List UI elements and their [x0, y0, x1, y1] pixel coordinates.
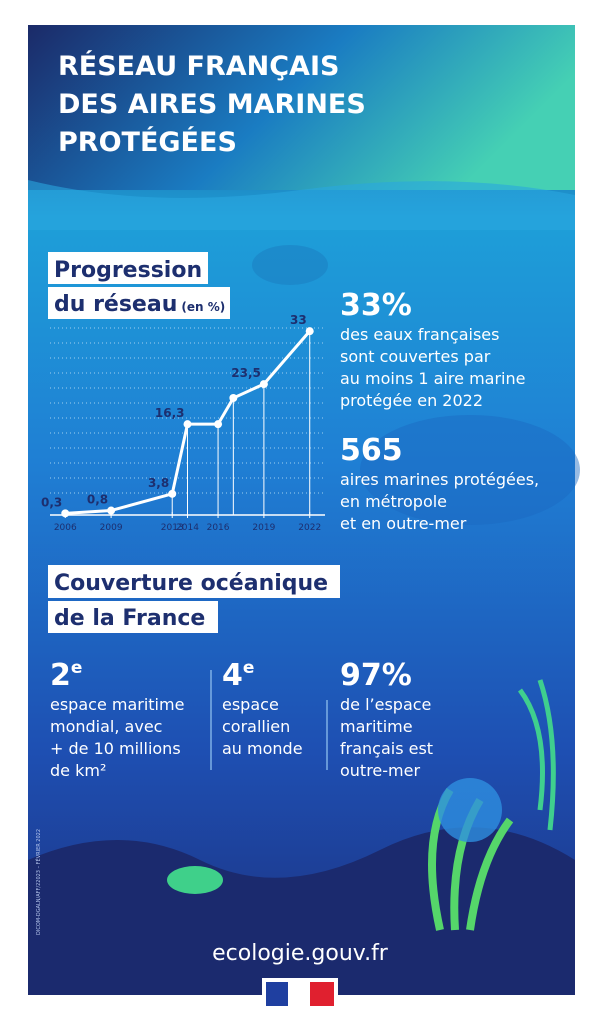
stat-value: 565 [340, 433, 403, 468]
point [107, 506, 116, 515]
fact-number: 97% [340, 658, 412, 693]
x-tick-label: 2022 [298, 523, 321, 533]
fact-text: mondial, avec [50, 717, 162, 736]
fact-value: 2e [50, 658, 82, 693]
side-note: DICOM-DGALN/AFF/22023 – FÉVRIER 2022 [34, 829, 42, 935]
wave [28, 180, 575, 230]
value-label: 3,8 [148, 476, 169, 490]
stat-text: au moins 1 aire marine [340, 369, 525, 388]
heading-box [48, 252, 208, 284]
stat-text: aires marines protégées, [340, 470, 539, 489]
stat-text: en métropole [340, 492, 447, 511]
fact-text: corallien [222, 717, 290, 736]
fact-text: outre-mer [340, 761, 420, 780]
header-background [28, 25, 575, 190]
point [183, 420, 192, 429]
point [214, 420, 223, 429]
fact-text: espace maritime [50, 695, 184, 714]
fact-number: 2 [50, 658, 71, 693]
fact-text: de l’espace [340, 695, 431, 714]
fact-text: de km² [50, 761, 106, 780]
plant [517, 679, 556, 831]
value-label: 33 [290, 313, 307, 327]
heading-box [48, 287, 230, 319]
flag-blue [266, 982, 288, 1006]
coral [167, 866, 223, 894]
fact-text: maritime [340, 717, 413, 736]
fact-value: 4e [222, 658, 254, 693]
heading-box [48, 565, 340, 598]
fact-text: au monde [222, 739, 303, 758]
fact-sup: e [243, 658, 255, 678]
chart-unit: (en %) [181, 300, 225, 314]
fact-sup: e [71, 658, 83, 678]
point [305, 327, 314, 336]
stat-text: des eaux françaises [340, 325, 499, 344]
x-tick-label: 2019 [252, 523, 275, 533]
stat-text: et en outre-mer [340, 514, 467, 533]
website: ecologie.gouv.fr [212, 941, 389, 966]
x-tick-label: 2014 [176, 523, 199, 533]
x-tick-label: 2009 [100, 523, 123, 533]
section-title: Couverture océanique [54, 571, 328, 596]
x-tick-label: 2006 [54, 523, 77, 533]
value-label: 0,8 [87, 493, 108, 507]
title: DES AIRES MARINES [58, 89, 366, 120]
title: PROTÉGÉES [58, 126, 237, 158]
point [259, 380, 268, 389]
stat-text: protégée en 2022 [340, 391, 483, 410]
shell [438, 778, 502, 842]
value-label: 16,3 [155, 406, 185, 420]
stat-value: 33% [340, 288, 412, 323]
x-tick-label: 2016 [207, 523, 230, 533]
fact-value: 97% [340, 658, 412, 693]
turtle [252, 245, 328, 285]
fact-text: espace [222, 695, 279, 714]
point [61, 509, 70, 518]
x-tick-label: 2013 [161, 523, 184, 533]
flag-red [310, 982, 334, 1006]
fact-text: français est [340, 739, 433, 758]
point [168, 489, 177, 498]
fact-text: + de 10 millions [50, 739, 181, 758]
chart-title: du réseau (en %) [54, 292, 225, 317]
value-label: 23,5 [231, 366, 261, 380]
chart-title: Progression [54, 258, 202, 283]
heading-box [48, 601, 218, 633]
whale [360, 415, 580, 525]
chart-title-line: du réseau [54, 292, 177, 317]
point [229, 394, 238, 402]
line [65, 330, 311, 515]
fact-number: 4 [222, 658, 243, 693]
stat-text: sont couvertes par [340, 347, 491, 366]
title: RÉSEAU FRANÇAIS [58, 50, 339, 82]
seabed [28, 827, 575, 995]
value-label: 0,3 [41, 495, 62, 509]
section-title: de la France [54, 606, 205, 631]
